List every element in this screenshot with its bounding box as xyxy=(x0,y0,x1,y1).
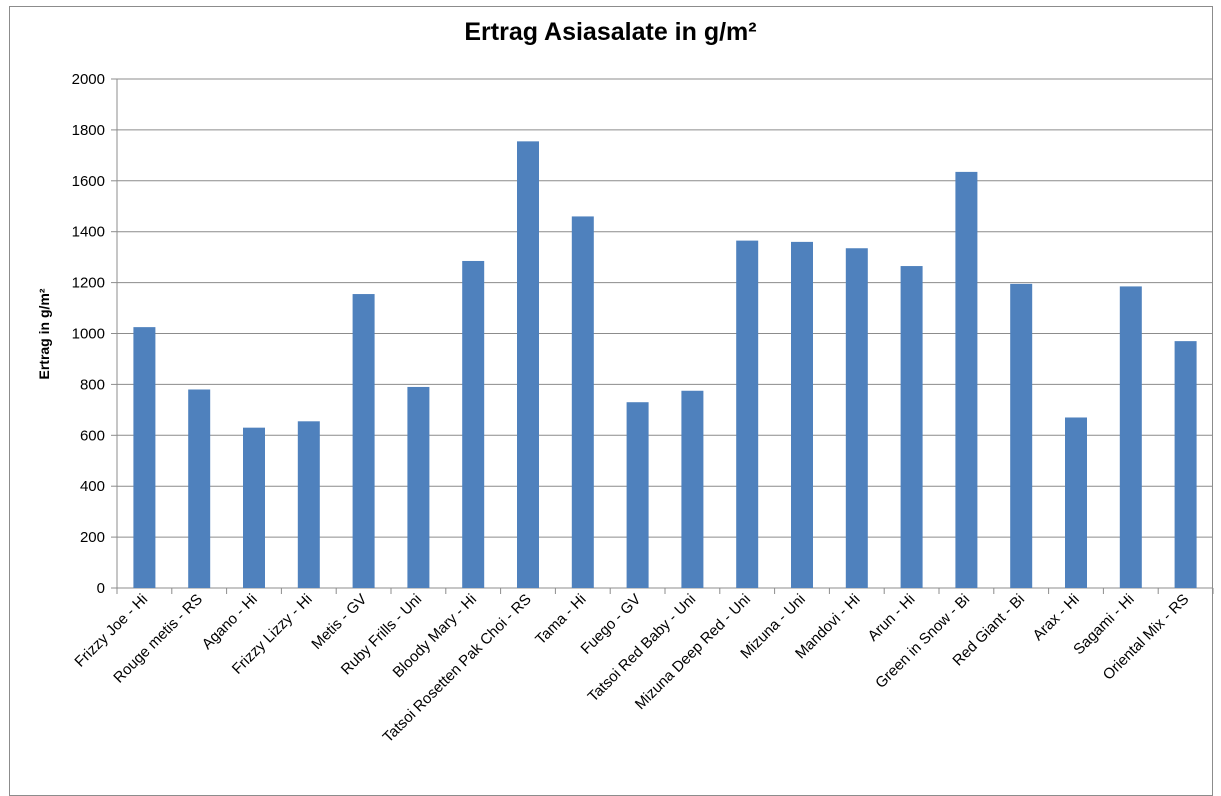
y-tick-label: 1200 xyxy=(72,275,105,292)
x-tick-label: Green in Snow - Bi xyxy=(872,591,973,692)
bar xyxy=(571,216,594,588)
bar xyxy=(791,241,813,588)
y-tick-label: 1600 xyxy=(72,173,105,190)
bar xyxy=(626,402,649,588)
y-tick-label: 600 xyxy=(80,427,105,444)
y-tick-label: 1400 xyxy=(72,224,105,241)
bar xyxy=(407,386,430,588)
bar xyxy=(188,389,211,588)
bar xyxy=(1174,341,1197,588)
bar xyxy=(681,390,704,588)
y-tick-label: 1800 xyxy=(72,122,105,139)
bar xyxy=(736,240,759,589)
bar xyxy=(845,248,868,588)
x-tick-label: Tama - Hi xyxy=(532,591,589,648)
bar xyxy=(133,327,156,588)
bar xyxy=(900,266,923,588)
bar xyxy=(1119,286,1142,588)
chart-title: Ertrag Asiasalate in g/m² xyxy=(464,18,757,46)
x-tick-label: Tatsoi Red Baby - Uni xyxy=(585,591,700,706)
bar xyxy=(1065,417,1087,588)
bar xyxy=(243,427,265,588)
bar xyxy=(297,421,320,588)
y-tick-label: 0 xyxy=(97,580,105,597)
bar xyxy=(1010,283,1033,588)
x-tick-label: Arun - Hi xyxy=(865,591,919,645)
x-tick-label: Arax - Hi xyxy=(1030,591,1083,644)
y-tick-label: 1000 xyxy=(72,326,105,343)
bar xyxy=(955,171,978,588)
y-tick-label: 200 xyxy=(80,529,105,546)
y-tick-label: 800 xyxy=(80,376,105,393)
y-tick-label: 400 xyxy=(80,478,105,495)
bar xyxy=(352,294,375,588)
bar xyxy=(517,141,539,589)
bar xyxy=(462,260,485,588)
y-tick-label: 2000 xyxy=(72,71,105,88)
